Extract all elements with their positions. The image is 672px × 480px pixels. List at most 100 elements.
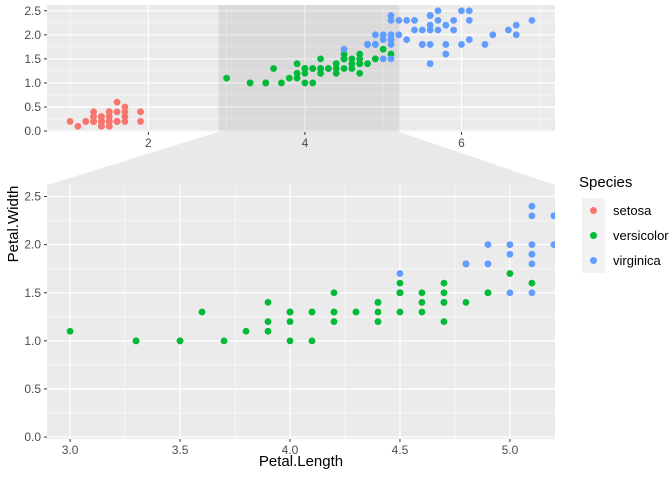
data-point-versicolor <box>324 65 332 72</box>
overview-points <box>66 7 536 130</box>
data-point-virginica <box>465 16 473 24</box>
data-point-versicolor <box>132 337 140 345</box>
data-point-virginica <box>458 41 465 48</box>
data-point-virginica <box>442 41 450 48</box>
data-point-versicolor <box>286 308 294 316</box>
data-point-virginica <box>505 26 512 34</box>
data-point-virginica <box>426 26 434 34</box>
data-point-versicolor <box>387 50 395 58</box>
data-point-versicolor <box>356 55 364 63</box>
zoom-connector <box>47 132 555 185</box>
overview-y-tick-label: 1.0 <box>24 76 41 90</box>
data-point-versicolor <box>340 55 348 63</box>
data-point-versicolor <box>198 308 206 316</box>
data-point-virginica <box>528 16 536 24</box>
data-point-versicolor <box>418 308 426 316</box>
data-point-versicolor <box>286 337 294 345</box>
data-point-versicolor <box>348 55 356 63</box>
data-point-virginica <box>506 289 514 297</box>
data-point-virginica <box>528 250 536 258</box>
data-point-versicolor <box>330 308 338 316</box>
legend-key <box>582 223 605 248</box>
data-point-versicolor <box>332 65 340 72</box>
data-point-versicolor <box>440 298 448 306</box>
data-point-virginica <box>403 36 411 44</box>
data-point-virginica <box>426 21 434 29</box>
zoom-x-tick-label: 4.5 <box>392 443 409 457</box>
data-point-versicolor <box>264 298 272 306</box>
zoom-y-tick-label: 2.5 <box>24 190 41 204</box>
data-point-virginica <box>395 31 403 39</box>
data-point-versicolor <box>309 79 317 87</box>
data-point-setosa <box>105 122 113 130</box>
zoom-x-tick-label: 3.5 <box>172 443 189 457</box>
legend: Species setosa versicolor virginica <box>579 174 669 273</box>
zoom-points <box>66 202 555 345</box>
data-point-virginica <box>484 260 492 268</box>
data-point-versicolor <box>462 298 470 306</box>
zoom-x-tick-label: 4.0 <box>282 443 299 457</box>
data-point-virginica <box>371 31 379 39</box>
data-point-virginica <box>387 36 395 44</box>
data-point-versicolor <box>308 308 316 316</box>
data-point-virginica <box>379 36 387 44</box>
data-point-virginica <box>458 7 465 15</box>
data-point-virginica <box>387 12 395 19</box>
data-point-virginica <box>528 289 536 297</box>
overview-x-tick-label: 6 <box>458 136 465 150</box>
data-point-virginica <box>434 16 442 24</box>
data-point-virginica <box>411 26 418 34</box>
versicolor-swatch-icon <box>590 232 597 239</box>
zoom-y-tick-label: 0.0 <box>24 430 41 444</box>
data-point-setosa <box>105 113 113 121</box>
data-point-virginica <box>489 31 497 39</box>
data-point-setosa <box>113 98 121 106</box>
data-point-setosa <box>90 118 97 125</box>
data-point-setosa <box>121 108 129 116</box>
data-point-virginica <box>387 31 395 39</box>
y-axis-title: Petal.Width <box>5 185 22 263</box>
data-point-versicolor <box>352 308 360 316</box>
zoom-panel-background <box>47 185 555 439</box>
legend-item-label: setosa <box>613 203 652 218</box>
legend-item-label: versicolor <box>613 228 669 243</box>
overview-axis-labels: 2 4 6 0.0 0.5 1.0 1.5 2.0 2.5 <box>24 4 465 150</box>
data-point-versicolor <box>340 50 348 58</box>
data-point-virginica <box>442 50 450 58</box>
data-point-versicolor <box>348 60 356 68</box>
data-point-setosa <box>98 113 105 121</box>
zoom-axis-labels: 3.0 3.5 4.0 4.5 5.0 0.0 0.5 1.0 1.5 2.0 2.5 <box>24 190 518 457</box>
data-point-versicolor <box>364 60 371 68</box>
legend-item-setosa: setosa <box>579 198 669 223</box>
overview-y-tick-label: 0.5 <box>24 100 41 114</box>
data-point-virginica <box>465 7 473 15</box>
data-point-versicolor <box>418 298 426 306</box>
data-point-versicolor <box>317 69 324 77</box>
data-point-versicolor <box>440 279 448 287</box>
zoom-y-tick-label: 2.0 <box>24 238 41 252</box>
data-point-versicolor <box>293 74 301 82</box>
data-point-virginica <box>379 55 387 63</box>
data-point-setosa <box>90 113 97 121</box>
data-point-virginica <box>512 31 520 39</box>
zoom-y-tick-label: 1.0 <box>24 334 41 348</box>
overview-y-tick-label: 2.5 <box>24 4 41 18</box>
data-point-versicolor <box>440 318 448 326</box>
data-point-versicolor <box>330 318 338 326</box>
data-point-versicolor <box>356 50 364 58</box>
data-point-versicolor <box>317 55 324 63</box>
data-point-virginica <box>506 250 514 258</box>
data-point-versicolor <box>396 308 404 316</box>
data-point-setosa <box>66 118 74 125</box>
data-point-virginica <box>379 31 387 39</box>
data-point-setosa <box>121 113 129 121</box>
overview-x-tick-label: 2 <box>145 136 152 150</box>
data-point-virginica <box>465 36 473 44</box>
data-point-virginica <box>450 16 458 24</box>
data-point-versicolor <box>356 60 364 68</box>
data-point-virginica <box>442 21 450 29</box>
data-point-virginica <box>434 26 442 34</box>
legend-item-virginica: virginica <box>579 248 669 273</box>
data-point-virginica <box>387 55 395 63</box>
